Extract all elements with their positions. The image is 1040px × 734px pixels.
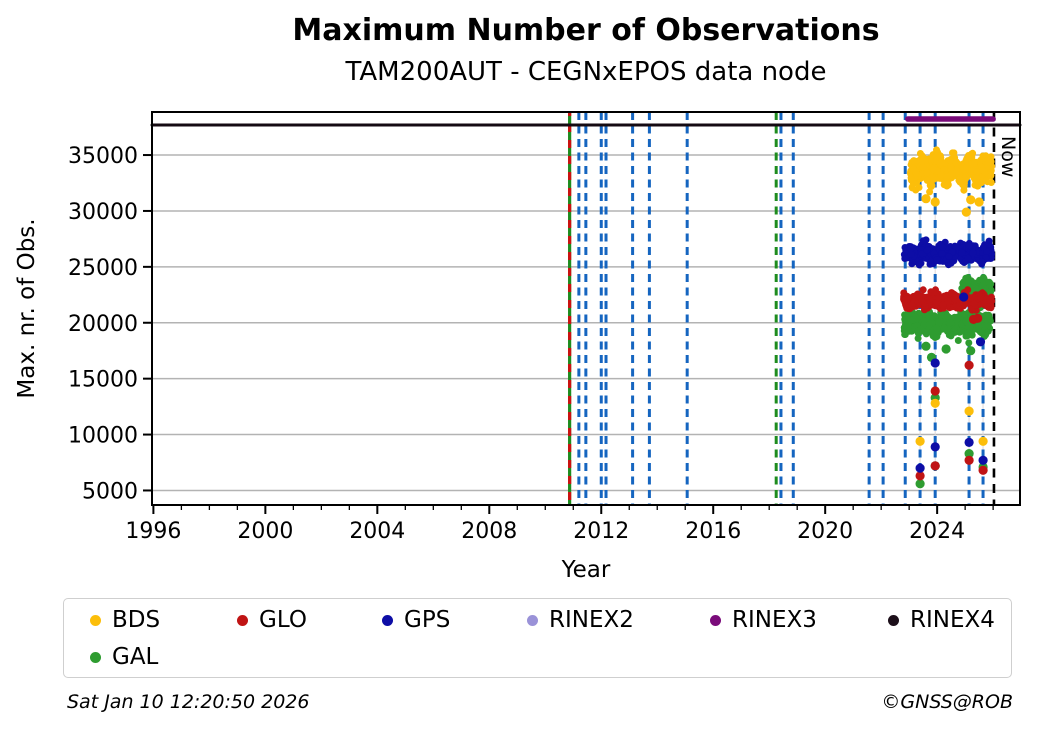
series-GLO	[900, 286, 996, 481]
y-axis-labels: 5000 10000 15000 20000 25000 30000 35000	[68, 144, 138, 504]
svg-text:5000: 5000	[82, 479, 138, 504]
legend-item-RINEX3: RINEX3	[710, 606, 817, 634]
legend-dot-RINEX3	[710, 614, 721, 626]
svg-text:2016: 2016	[685, 519, 741, 544]
legend-label: BDS	[112, 607, 161, 633]
legend-dot-BDS	[90, 614, 101, 626]
chart-title: Maximum Number of Observations	[292, 13, 880, 48]
legend-item-RINEX4: RINEX4	[888, 606, 995, 634]
legend-item-GPS: GPS	[382, 606, 450, 634]
svg-text:2020: 2020	[797, 519, 853, 544]
legend-item-GLO: GLO	[237, 606, 307, 634]
svg-text:20000: 20000	[68, 312, 138, 337]
x-axis-ticks	[152, 505, 994, 514]
chart-subtitle: TAM200AUT - CEGNxEPOS data node	[345, 57, 827, 87]
svg-text:15000: 15000	[68, 368, 138, 393]
legend-label: RINEX4	[910, 607, 995, 633]
series-BDS	[907, 146, 996, 446]
series-GPS	[900, 236, 996, 473]
legend-dot-GAL	[90, 651, 101, 663]
credit-text: ©GNSS@ROB	[881, 691, 1013, 713]
legend-item-RINEX2: RINEX2	[527, 606, 634, 634]
svg-text:2000: 2000	[237, 519, 293, 544]
legend-item-BDS: BDS	[90, 606, 160, 634]
timestamp-text: Sat Jan 10 12:20:50 2026	[67, 691, 310, 713]
now-line: Now	[992, 112, 1019, 505]
x-axis-title: Year	[561, 557, 611, 583]
legend-label: GAL	[112, 644, 159, 670]
y-axis-title: Max. nr. of Obs.	[14, 218, 40, 398]
svg-text:2024: 2024	[909, 519, 965, 544]
svg-text:35000: 35000	[68, 144, 138, 169]
legend-dot-RINEX2	[527, 614, 538, 626]
svg-text:2012: 2012	[573, 519, 629, 544]
plot-frame	[151, 111, 1021, 506]
legend-label: GPS	[404, 607, 451, 633]
svg-text:2008: 2008	[461, 519, 517, 544]
legend-item-GAL: GAL	[90, 643, 158, 671]
legend-label: RINEX3	[732, 607, 817, 633]
legend-dot-GLO	[237, 614, 248, 626]
svg-text:25000: 25000	[68, 256, 138, 281]
y-axis-ticks	[143, 154, 152, 492]
legend-dot-RINEX4	[888, 614, 899, 626]
svg-text:2004: 2004	[349, 519, 405, 544]
legend-label: GLO	[259, 607, 307, 633]
legend: BDS GLO GPS RINEX2 RINEX3 RINEX4 GAL	[63, 598, 1012, 678]
svg-text:30000: 30000	[68, 200, 138, 225]
x-axis-labels: 1996 2000 2004 2008 2012 2016 2020 2024	[125, 519, 965, 544]
svg-text:1996: 1996	[125, 519, 181, 544]
svg-text:10000: 10000	[68, 424, 138, 449]
legend-label: RINEX2	[549, 607, 634, 633]
plot-area: Now 1996 2000 2004 2008 2012 2016 2020 2024 5000 1…	[14, 111, 1022, 583]
now-label: Now	[997, 136, 1019, 177]
legend-dot-GPS	[382, 614, 393, 626]
